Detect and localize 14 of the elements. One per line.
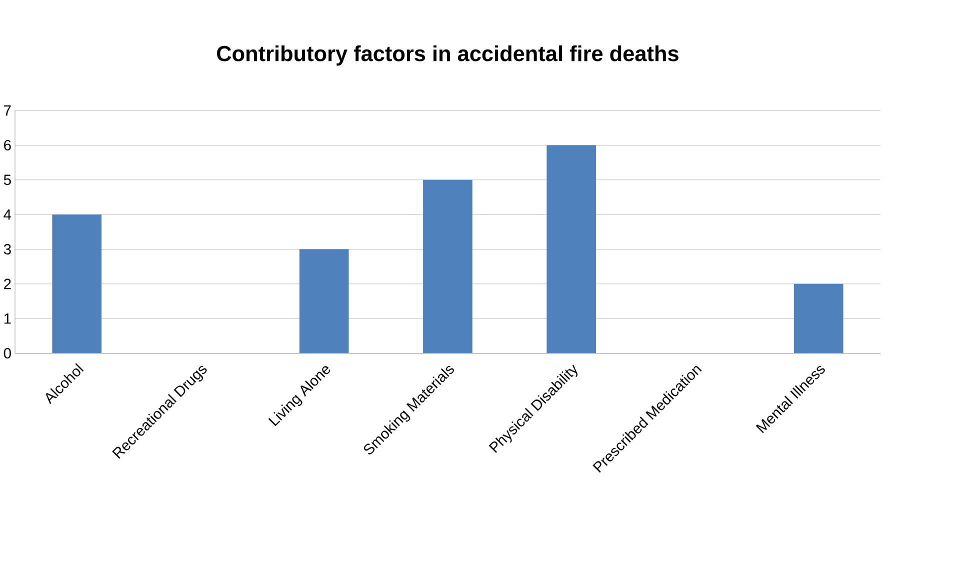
chart-title: Contributory factors in accidental fire deaths [217, 45, 678, 66]
bar [299, 249, 349, 354]
y-tick-label: 6 [4, 140, 11, 150]
y-tick-label: 5 [4, 174, 11, 185]
y-tick-label: 4 [4, 209, 12, 220]
y-tick-label: 7 [4, 105, 11, 116]
bar [52, 214, 102, 354]
y-tick-label: 0 [4, 348, 11, 358]
y-tick-label: 2 [4, 278, 11, 289]
bar [546, 145, 596, 354]
y-tick-label: 3 [4, 244, 11, 254]
bar [423, 180, 472, 354]
y-tick-label: 1 [4, 313, 11, 324]
bar [794, 284, 844, 354]
